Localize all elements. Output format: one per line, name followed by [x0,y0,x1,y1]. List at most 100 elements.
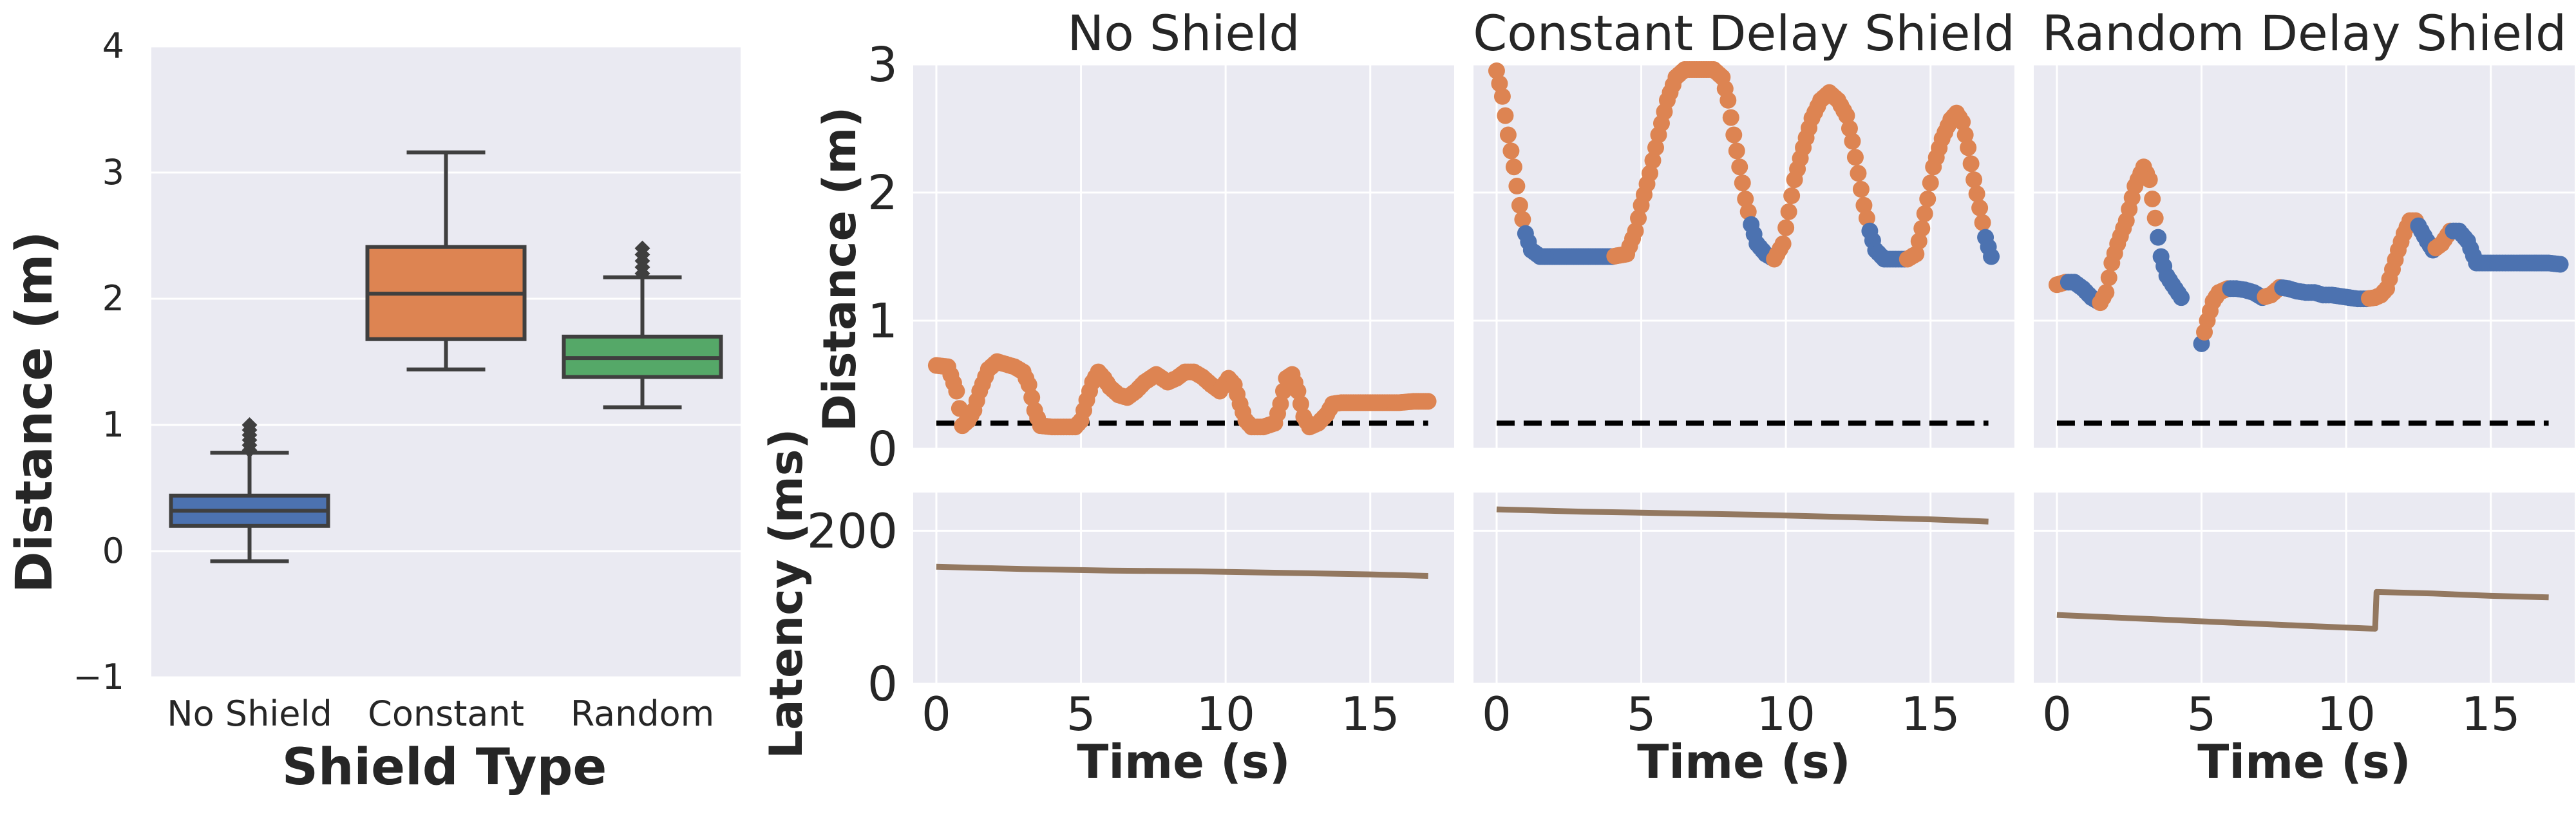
distance-point [1627,222,1644,240]
distance-point [1956,126,1974,144]
distance-point [1960,139,1977,156]
boxplot-xtick-label: No Shield [167,693,332,734]
boxplot-xtick-label: Random [571,693,715,734]
time-xtick-label: 15 [1901,687,1960,741]
boxplot-ylabel: Distance (m) [6,231,64,593]
distance-ytick-label: 2 [867,165,898,221]
distance-point [1855,196,1873,214]
boxplot-ytick-label: 2 [102,278,124,319]
distance-point [1954,113,1971,131]
latency-ytick-label: 200 [807,503,898,559]
time-xtick-label: 5 [1066,687,1096,741]
time-xtick-label: 15 [2461,687,2521,741]
distance-point [1838,107,1855,124]
distance-point [1962,155,1980,173]
timeseries-panels: No Shield 0 1 2 3 0 200 0 5 10 15 Time (s) Constant … [807,5,2575,789]
boxplot-ytick-label: −1 [73,657,124,697]
distance-background [913,64,1454,449]
distance-point [2173,289,2190,306]
distance-point [1922,174,1939,192]
distance-point [1505,158,1522,176]
distance-point [1974,214,1991,231]
distance-point [1630,209,1647,227]
latency-line [936,563,1428,579]
distance-point [1289,382,1307,400]
panel-title: Constant Delay Shield [1473,5,2015,62]
distance-point [1722,109,1739,126]
distance-point [1497,107,1514,124]
boxplot-ytick-label: 0 [102,531,124,571]
boxplot-ytick-label: 1 [102,404,124,445]
distance-point [1739,203,1757,220]
distance-point [1419,393,1437,410]
distance-point [1272,395,1289,413]
distance-point [2144,190,2161,207]
distance-point [1644,152,1662,169]
boxplot-panel: −1 0 1 2 3 4 No Shield Constant Random [73,26,741,734]
distance-point [1728,142,1745,160]
distance-point [1846,149,1864,166]
distance-point [2100,269,2117,287]
distance-point [1983,248,2000,265]
time-xtick-label: 10 [1756,687,1815,741]
distance-point [1916,205,1933,222]
distance-point [2552,256,2569,273]
time-xtick-label: 10 [1196,687,1255,741]
distance-ytick-label: 3 [867,37,898,93]
time-xtick-label: 0 [2042,687,2072,741]
distance-point [948,382,965,400]
latency-background [2034,493,2575,684]
distance-ytick-label: 1 [867,294,898,349]
time-xlabel: Time (s) [1077,735,1290,789]
distance-point [1023,389,1041,406]
distance-point [1292,395,1309,413]
distance-point [1777,219,1795,236]
distance-point [1493,88,1511,105]
distance-point [1913,220,1931,237]
distance-point [1774,235,1792,252]
distance-point [1734,174,1751,192]
time-xtick-label: 5 [2187,687,2217,741]
distance-point [1642,165,1659,182]
distance-point [1719,91,1737,109]
distance-point [2146,209,2164,227]
distance-point [1508,178,1526,195]
distance-point [1737,190,1754,207]
boxplot-xtick-label: Constant [368,693,524,734]
distance-point [1858,209,1875,227]
time-xlabel: Time (s) [1637,735,1850,789]
time-xtick-label: 0 [922,687,951,741]
distance-point [1844,133,1861,150]
latency-line [2056,588,2549,632]
distance-point [1514,211,1531,228]
distance-point [1919,190,1937,207]
panel-title: Random Delay Shield [2042,5,2567,62]
distance-point [1852,181,1870,198]
distance-point [1274,382,1292,400]
distance-point [1491,75,1508,92]
distance-point [1502,142,1520,160]
latency-ytick-label: 0 [867,657,898,712]
distance-point [1971,199,1989,216]
time-xlabel: Time (s) [2197,735,2410,789]
box-flier [634,240,650,256]
distance-point [1731,158,1748,176]
distance-point [1780,203,1797,220]
distance-point [1511,196,1528,214]
boxplot-ytick-label: 4 [102,26,124,66]
distance-point [1725,126,1743,144]
box-flier [242,417,258,433]
latency-background [1473,493,2014,684]
latency-ylabel: Latency (ms) [760,429,813,759]
distance-point [2141,171,2158,189]
distance-point [1499,126,1517,144]
distance-point [1965,171,1983,189]
boxplot-ytick-label: 3 [102,152,124,193]
distance-point [2098,284,2115,301]
latency-background [913,493,1454,684]
distance-point [1488,62,1505,79]
distance-point [1968,185,1985,202]
distance-point [1020,376,1037,393]
distance-point [1908,245,1925,263]
